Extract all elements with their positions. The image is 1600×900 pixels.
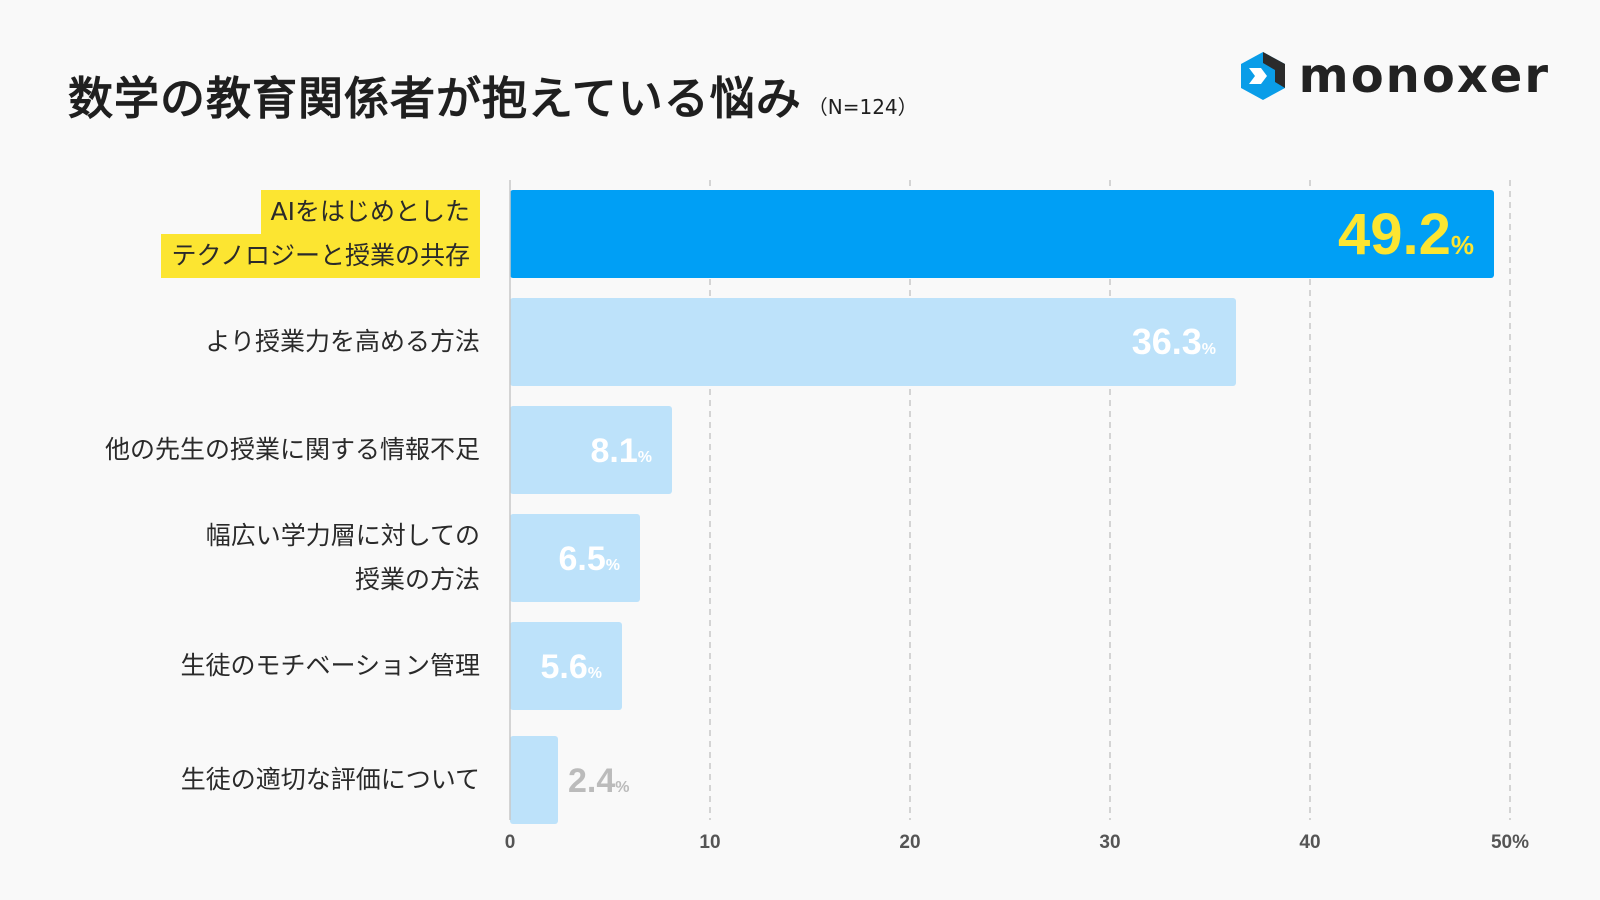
bar [510, 406, 672, 494]
category-label-line: 生徒の適切な評価について [180, 765, 480, 794]
bar-value-label: 8.1% [591, 432, 653, 470]
monoxer-logo-icon [1240, 52, 1285, 100]
category-label-line: テクノロジーと授業の共存 [161, 234, 480, 278]
bar [510, 736, 558, 824]
category-label: AIをはじめとした テクノロジーと授業の共存 [161, 190, 480, 278]
x-tick-label: 40 [1299, 832, 1320, 853]
bar [510, 622, 622, 710]
x-tick-label: 0 [505, 832, 516, 853]
bar-value-label: 5.6% [541, 648, 603, 686]
category-label: 幅広い学力層に対しての授業の方法 [206, 514, 480, 602]
category-label-line: AIをはじめとした [260, 190, 480, 234]
bar-value-label: 2.4% [568, 762, 630, 800]
x-tick-label: 30 [1099, 832, 1120, 853]
sample-size-note: （N=124） [807, 95, 918, 119]
bar [510, 298, 1236, 386]
x-tick-label: 20 [899, 832, 920, 853]
bar [510, 190, 1494, 278]
category-label-line: 授業の方法 [354, 565, 480, 594]
category-label: 他の先生の授業に関する情報不足 [105, 428, 480, 472]
title-text: 数学の教育関係者が抱えている悩み [68, 72, 802, 125]
bar [510, 514, 640, 602]
category-label-line: 他の先生の授業に関する情報不足 [104, 435, 480, 464]
bar-value-label: 6.5% [559, 540, 621, 578]
category-label-line: 幅広い学力層に対しての [205, 521, 480, 550]
category-label: 生徒の適切な評価について [181, 758, 480, 802]
category-label-line: より授業力を高める方法 [205, 327, 480, 356]
page-title: 数学の教育関係者が抱えている悩み （N=124） [68, 62, 918, 127]
category-label-line: 生徒のモチベーション管理 [180, 651, 480, 680]
bar-value-label: 36.3% [1132, 321, 1216, 362]
brand-wordmark: monoxer [1298, 48, 1550, 104]
x-tick-label: 50% [1491, 832, 1529, 853]
category-label: 生徒のモチベーション管理 [180, 644, 480, 688]
category-label: より授業力を高める方法 [205, 320, 480, 364]
bar-value-label: 49.2% [1338, 202, 1474, 267]
x-tick-label: 10 [699, 832, 720, 853]
brand-logo: monoxer [1237, 48, 1550, 104]
